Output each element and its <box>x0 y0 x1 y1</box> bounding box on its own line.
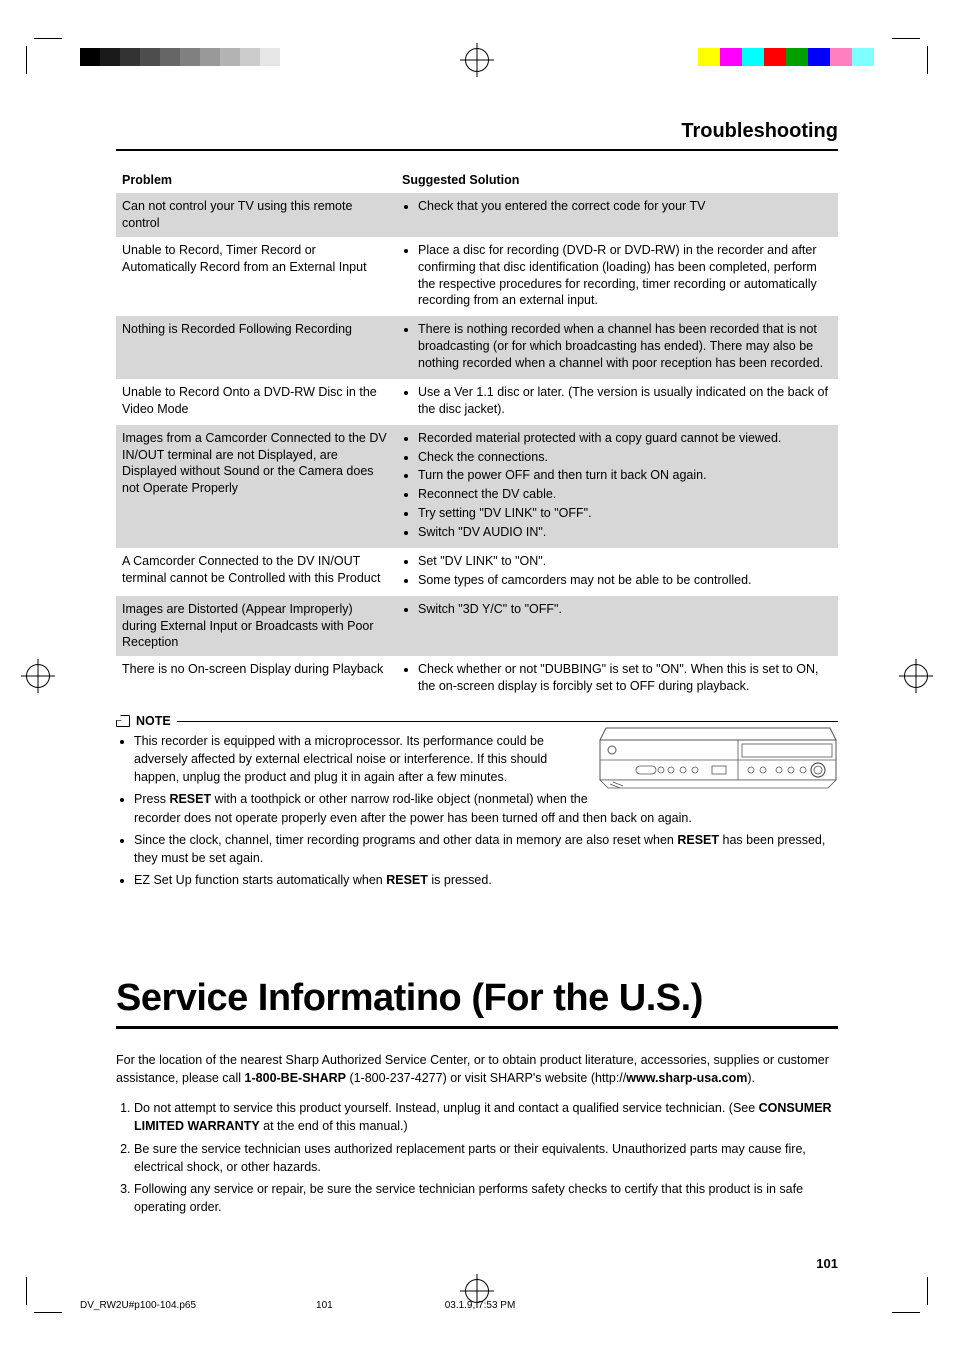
solution-item: Check that you entered the correct code … <box>418 198 832 215</box>
problem-cell: Can not control your TV using this remot… <box>116 193 396 237</box>
solution-item: Place a disc for recording (DVD-R or DVD… <box>418 242 832 310</box>
solution-item: Use a Ver 1.1 disc or later. (The versio… <box>418 384 832 418</box>
solution-item: Some types of camcorders may not be able… <box>418 572 832 589</box>
colorbar-process <box>698 48 874 66</box>
title-rule <box>116 1026 838 1029</box>
note-item: Since the clock, channel, timer recordin… <box>134 831 838 867</box>
swatch <box>220 48 240 66</box>
swatch <box>160 48 180 66</box>
service-intro: For the location of the nearest Sharp Au… <box>116 1051 838 1087</box>
solution-cell: Place a disc for recording (DVD-R or DVD… <box>396 237 838 317</box>
section-title: Troubleshooting <box>116 120 838 151</box>
swatch <box>240 48 260 66</box>
troubleshooting-table: Problem Suggested Solution Can not contr… <box>116 169 838 702</box>
solution-item: Recorded material protected with a copy … <box>418 430 832 447</box>
swatch <box>280 48 300 66</box>
print-slug: DV_RW2U#p100-104.p65 101 03.1.9, 7:53 PM <box>80 1300 880 1311</box>
swatch <box>120 48 140 66</box>
registration-mark <box>465 48 489 72</box>
swatch <box>260 48 280 66</box>
problem-cell: Nothing is Recorded Following Recording <box>116 316 396 379</box>
note-icon <box>116 715 130 727</box>
slug-page: 101 <box>316 1300 333 1311</box>
problem-cell: Unable to Record, Timer Record or Automa… <box>116 237 396 317</box>
swatch <box>786 48 808 66</box>
table-row: A Camcorder Connected to the DV IN/OUT t… <box>116 548 838 596</box>
crop-mark <box>26 1277 62 1313</box>
crop-mark <box>892 38 928 74</box>
swatch <box>720 48 742 66</box>
slug-timestamp: 03.1.9, 7:53 PM <box>445 1300 516 1311</box>
colorbar-grayscale <box>80 48 300 66</box>
swatch <box>180 48 200 66</box>
table-row: There is no On-screen Display during Pla… <box>116 656 838 702</box>
swatch <box>200 48 220 66</box>
table-row: Images from a Camcorder Connected to the… <box>116 425 838 548</box>
solution-cell: Check whether or not "DUBBING" is set to… <box>396 656 838 702</box>
swatch <box>140 48 160 66</box>
table-row: Unable to Record, Timer Record or Automa… <box>116 237 838 317</box>
table-row: Unable to Record Onto a DVD-RW Disc in t… <box>116 379 838 425</box>
table-row: Can not control your TV using this remot… <box>116 193 838 237</box>
slug-file: DV_RW2U#p100-104.p65 <box>80 1300 196 1311</box>
solution-item: Reconnect the DV cable. <box>418 486 832 503</box>
service-title: Service Informatino (For the U.S.) <box>116 977 838 1020</box>
problem-cell: Images from a Camcorder Connected to the… <box>116 425 396 548</box>
swatch <box>100 48 120 66</box>
solution-item: Switch "DV AUDIO IN". <box>418 524 832 541</box>
table-row: Nothing is Recorded Following Recording T… <box>116 316 838 379</box>
service-list: Do not attempt to service this product y… <box>116 1099 838 1216</box>
solution-cell: Set "DV LINK" to "ON". Some types of camc… <box>396 548 838 596</box>
solution-item: Turn the power OFF and then turn it back… <box>418 467 832 484</box>
service-item: Following any service or repair, be sure… <box>134 1180 838 1216</box>
solution-item: Switch "3D Y/C" to "OFF". <box>418 601 832 618</box>
solution-item: Check the connections. <box>418 449 832 466</box>
note-label: NOTE <box>136 714 171 728</box>
swatch <box>808 48 830 66</box>
swatch <box>742 48 764 66</box>
service-item: Do not attempt to service this product y… <box>134 1099 838 1135</box>
note-item: EZ Set Up function starts automatically … <box>134 871 838 889</box>
col-header-problem: Problem <box>116 169 396 193</box>
swatch <box>80 48 100 66</box>
swatch <box>852 48 874 66</box>
solution-item: Check whether or not "DUBBING" is set to… <box>418 661 832 695</box>
solution-cell: There is nothing recorded when a channel… <box>396 316 838 379</box>
solution-item: Set "DV LINK" to "ON". <box>418 553 832 570</box>
problem-cell: Unable to Record Onto a DVD-RW Disc in t… <box>116 379 396 425</box>
swatch <box>764 48 786 66</box>
col-header-solution: Suggested Solution <box>396 169 838 193</box>
solution-cell: Switch "3D Y/C" to "OFF". <box>396 596 838 657</box>
page-content: Troubleshooting Problem Suggested Soluti… <box>116 120 838 1261</box>
solution-cell: Use a Ver 1.1 disc or later. (The versio… <box>396 379 838 425</box>
problem-cell: Images are Distorted (Appear Improperly)… <box>116 596 396 657</box>
solution-cell: Check that you entered the correct code … <box>396 193 838 237</box>
service-item: Be sure the service technician uses auth… <box>134 1140 838 1176</box>
recorder-illustration <box>588 726 838 799</box>
problem-cell: A Camcorder Connected to the DV IN/OUT t… <box>116 548 396 596</box>
registration-mark <box>26 664 50 688</box>
crop-mark <box>26 38 62 74</box>
table-row: Images are Distorted (Appear Improperly)… <box>116 596 838 657</box>
problem-cell: There is no On-screen Display during Pla… <box>116 656 396 702</box>
crop-mark <box>892 1277 928 1313</box>
registration-mark <box>904 664 928 688</box>
note-rule <box>177 721 838 722</box>
solution-cell: Recorded material protected with a copy … <box>396 425 838 548</box>
solution-item: Try setting "DV LINK" to "OFF". <box>418 505 832 522</box>
solution-item: There is nothing recorded when a channel… <box>418 321 832 372</box>
swatch <box>698 48 720 66</box>
page-number: 101 <box>116 1256 838 1271</box>
swatch <box>830 48 852 66</box>
